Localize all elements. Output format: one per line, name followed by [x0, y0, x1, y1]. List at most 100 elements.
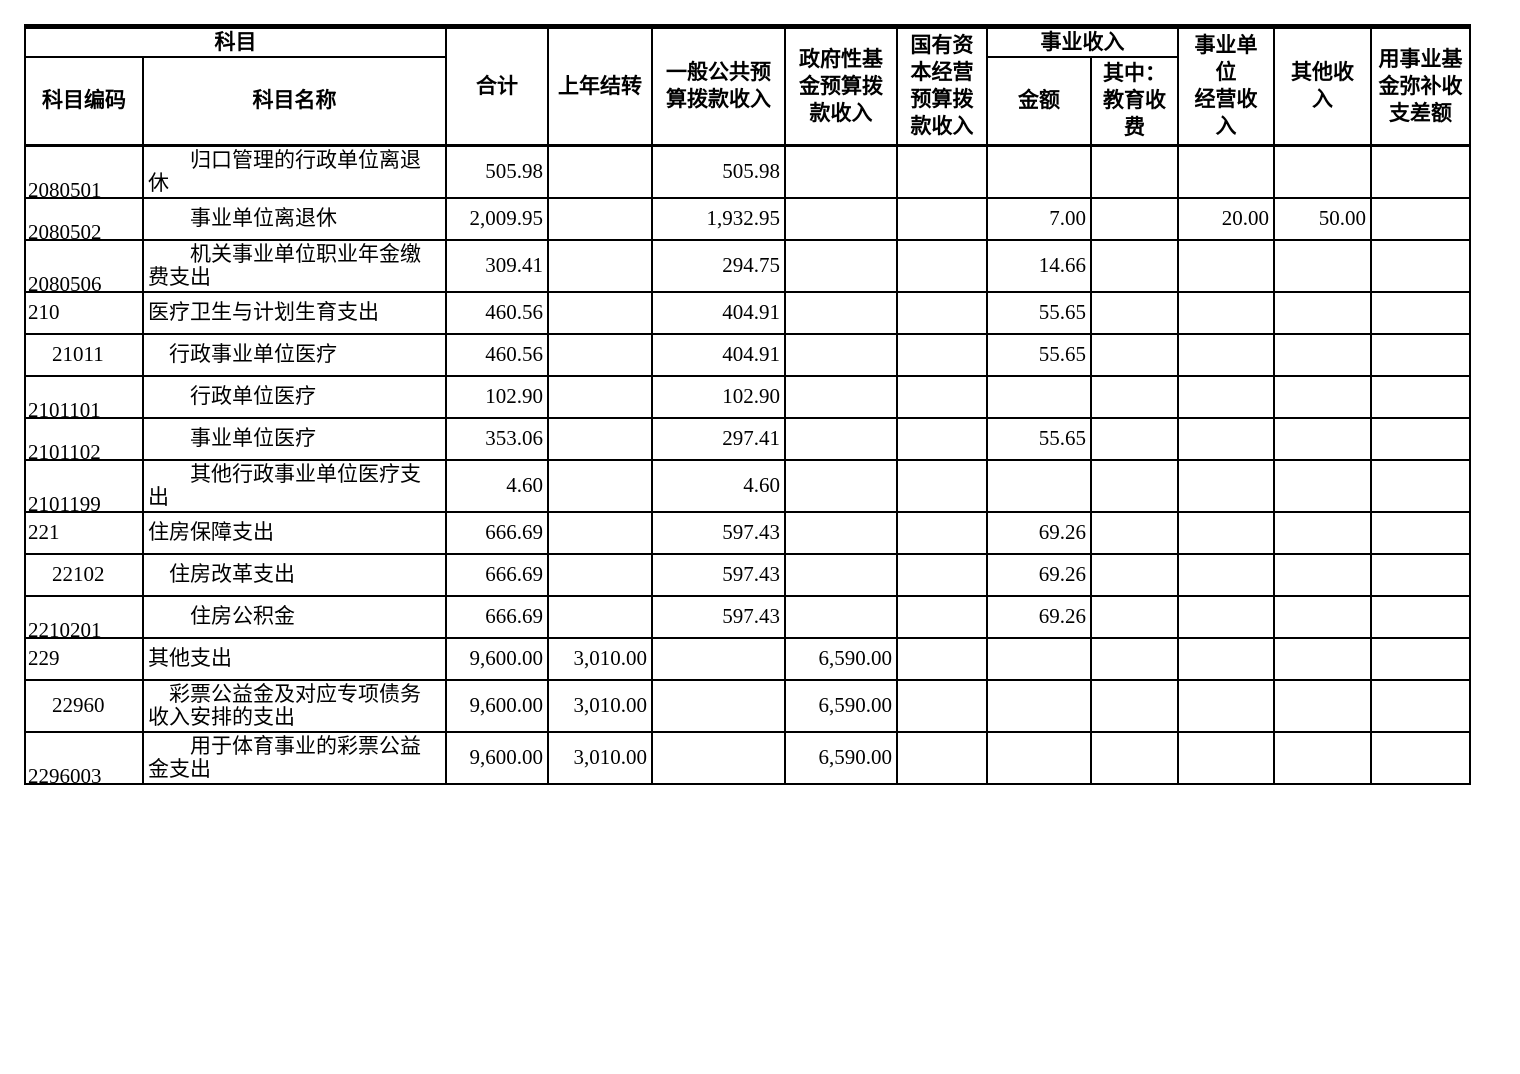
cell-subject-code: 21011 [24, 332, 144, 377]
cell-gov-fund-income [784, 594, 898, 639]
cell-operating-income [1177, 552, 1275, 597]
header-business-income-amount: 金额 [986, 56, 1092, 146]
cell-fund-balance [1370, 552, 1471, 597]
cell-fund-balance [1370, 374, 1471, 419]
cell-gov-fund-income: 6,590.00 [784, 636, 898, 681]
header-other-income: 其他收入 [1273, 25, 1372, 146]
header-state-capital-income: 国有资 本经营 预算拨 款收入 [896, 25, 988, 146]
cell-business-income-amount: 55.65 [986, 416, 1092, 461]
cell-business-income-amount: 69.26 [986, 552, 1092, 597]
header-subject-code: 科目编码 [24, 56, 144, 146]
cell-carryover [547, 458, 653, 513]
cell-other-income [1273, 594, 1372, 639]
cell-total: 9,600.00 [445, 636, 549, 681]
cell-fund-balance [1370, 290, 1471, 335]
cell-business-income-amount: 69.26 [986, 594, 1092, 639]
cell-subject-name: 彩票公益金及对应专项债务收入安排的支出 [142, 678, 447, 733]
cell-total: 353.06 [445, 416, 549, 461]
cell-education-fee [1090, 594, 1179, 639]
cell-fund-balance [1370, 144, 1471, 199]
cell-education-fee [1090, 332, 1179, 377]
table-row: 2101101 行政单位医疗 102.90 102.90 [24, 374, 1471, 419]
cell-subject-name: 事业单位离退休 [142, 196, 447, 241]
cell-other-income [1273, 510, 1372, 555]
cell-state-capital-income [896, 510, 988, 555]
cell-carryover [547, 374, 653, 419]
cell-subject-name: 医疗卫生与计划生育支出 [142, 290, 447, 335]
header-subject-group: 科目 [24, 25, 447, 58]
cell-subject-code: 22102 [24, 552, 144, 597]
cell-other-income [1273, 290, 1372, 335]
cell-general-budget-income: 597.43 [651, 594, 786, 639]
cell-fund-balance [1370, 636, 1471, 681]
cell-gov-fund-income [784, 552, 898, 597]
header-total: 合计 [445, 25, 549, 146]
header-education-fee: 其中： 教育收 费 [1090, 56, 1179, 146]
cell-subject-code: 2101199 [24, 458, 144, 513]
cell-carryover [547, 332, 653, 377]
cell-education-fee [1090, 374, 1179, 419]
cell-operating-income [1177, 144, 1275, 199]
cell-other-income [1273, 458, 1372, 513]
cell-total: 9,600.00 [445, 678, 549, 733]
cell-carryover [547, 594, 653, 639]
cell-state-capital-income [896, 552, 988, 597]
cell-gov-fund-income [784, 510, 898, 555]
cell-other-income [1273, 144, 1372, 199]
cell-general-budget-income: 505.98 [651, 144, 786, 199]
cell-gov-fund-income [784, 332, 898, 377]
cell-carryover [547, 416, 653, 461]
cell-total: 2,009.95 [445, 196, 549, 241]
cell-business-income-amount [986, 636, 1092, 681]
cell-state-capital-income [896, 332, 988, 377]
cell-fund-balance [1370, 730, 1471, 785]
table-header: 科目 合计 上年结转 一般公共预 算拨款收入 政府性基 金预算拨 款收入 国有资… [24, 25, 1471, 146]
cell-other-income [1273, 332, 1372, 377]
cell-other-income [1273, 238, 1372, 293]
cell-total: 102.90 [445, 374, 549, 419]
cell-subject-name: 用于体育事业的彩票公益金支出 [142, 730, 447, 785]
cell-fund-balance [1370, 332, 1471, 377]
cell-education-fee [1090, 552, 1179, 597]
cell-general-budget-income: 297.41 [651, 416, 786, 461]
cell-general-budget-income: 4.60 [651, 458, 786, 513]
cell-fund-balance [1370, 594, 1471, 639]
cell-business-income-amount: 14.66 [986, 238, 1092, 293]
cell-subject-name: 行政事业单位医疗 [142, 332, 447, 377]
cell-general-budget-income: 102.90 [651, 374, 786, 419]
cell-subject-code: 22960 [24, 678, 144, 733]
cell-state-capital-income [896, 594, 988, 639]
cell-fund-balance [1370, 416, 1471, 461]
cell-education-fee [1090, 196, 1179, 241]
cell-general-budget-income: 294.75 [651, 238, 786, 293]
cell-operating-income [1177, 290, 1275, 335]
cell-operating-income [1177, 636, 1275, 681]
table-row: 229 其他支出 9,600.00 3,010.00 6,590.00 [24, 636, 1471, 681]
cell-subject-code: 229 [24, 636, 144, 681]
cell-state-capital-income [896, 416, 988, 461]
cell-other-income: 50.00 [1273, 196, 1372, 241]
cell-education-fee [1090, 678, 1179, 733]
cell-other-income [1273, 416, 1372, 461]
cell-subject-code: 2101102 [24, 416, 144, 461]
cell-total: 505.98 [445, 144, 549, 199]
cell-total: 666.69 [445, 552, 549, 597]
table-row: 22960 彩票公益金及对应专项债务收入安排的支出 9,600.00 3,010… [24, 678, 1471, 733]
cell-carryover [547, 238, 653, 293]
table-row: 210 医疗卫生与计划生育支出 460.56 404.91 55.65 [24, 290, 1471, 335]
cell-other-income [1273, 636, 1372, 681]
cell-total: 309.41 [445, 238, 549, 293]
cell-gov-fund-income [784, 238, 898, 293]
header-fund-balance: 用事业基 金弥补收 支差额 [1370, 25, 1471, 146]
cell-state-capital-income [896, 636, 988, 681]
cell-total: 4.60 [445, 458, 549, 513]
cell-general-budget-income: 1,932.95 [651, 196, 786, 241]
table-row: 21011 行政事业单位医疗 460.56 404.91 55.65 [24, 332, 1471, 377]
cell-subject-code: 2210201 [24, 594, 144, 639]
cell-gov-fund-income [784, 374, 898, 419]
cell-subject-code: 210 [24, 290, 144, 335]
header-general-budget-income: 一般公共预 算拨款收入 [651, 25, 786, 146]
cell-total: 460.56 [445, 332, 549, 377]
cell-business-income-amount [986, 678, 1092, 733]
